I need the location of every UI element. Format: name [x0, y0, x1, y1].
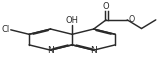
Text: Cl: Cl	[2, 25, 10, 34]
Text: N: N	[90, 46, 97, 55]
Text: O: O	[103, 2, 109, 11]
Text: N: N	[47, 46, 54, 55]
Text: OH: OH	[66, 16, 79, 25]
Text: O: O	[128, 15, 134, 24]
